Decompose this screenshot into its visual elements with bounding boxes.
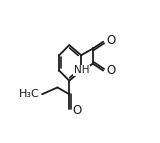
Text: O: O: [107, 64, 116, 77]
Text: O: O: [73, 104, 82, 117]
Text: NH: NH: [74, 65, 89, 75]
Text: O: O: [107, 33, 116, 46]
Text: H₃C: H₃C: [19, 89, 40, 99]
